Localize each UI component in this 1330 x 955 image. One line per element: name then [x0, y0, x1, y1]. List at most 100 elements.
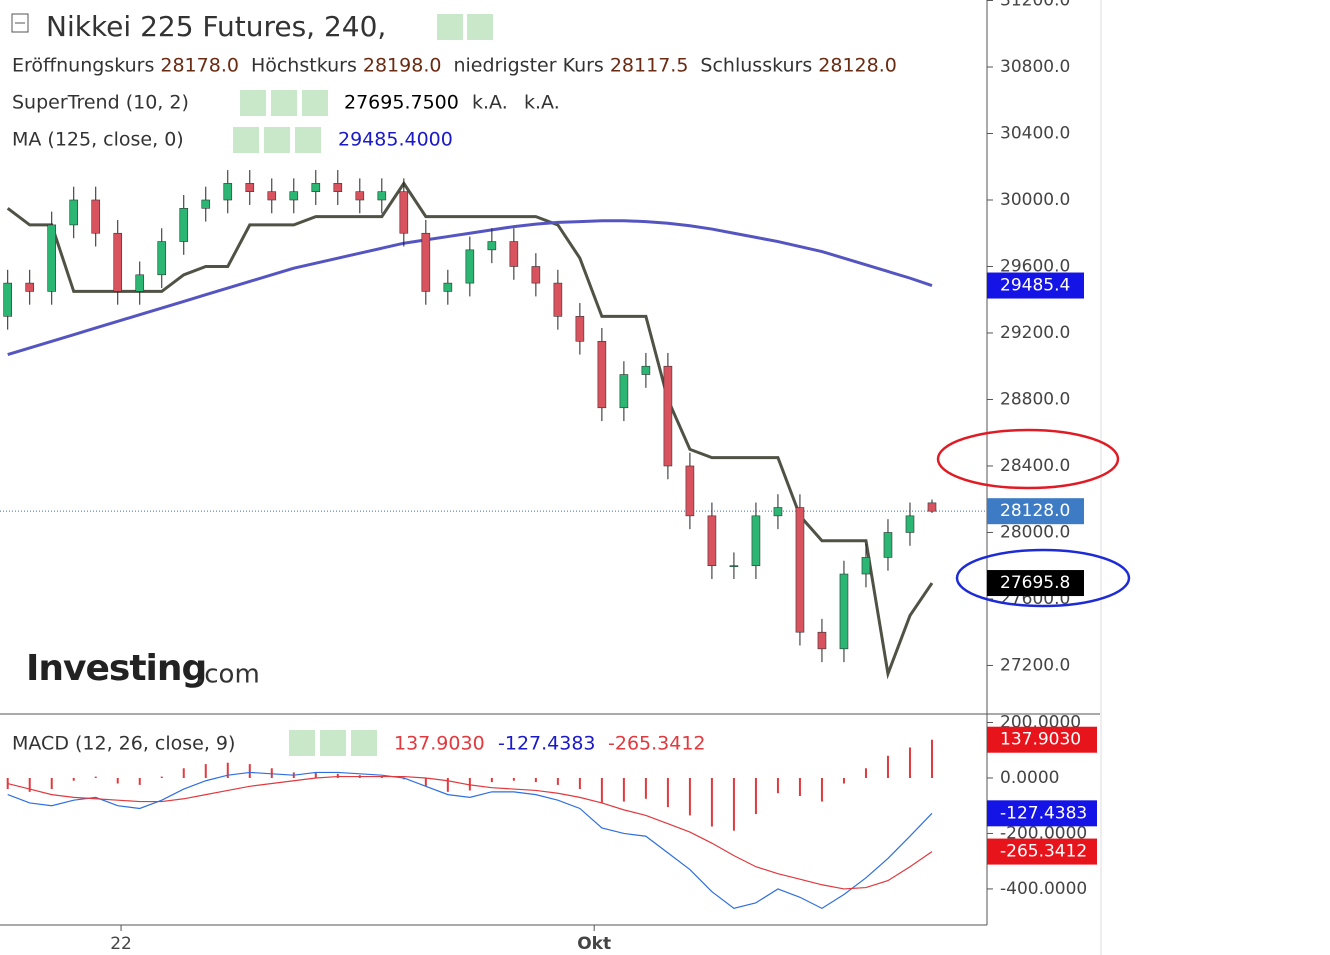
candle-body: [465, 249, 475, 284]
candle-body: [663, 365, 673, 467]
candle-body: [245, 183, 255, 192]
macd-badge: [987, 838, 1097, 865]
indicator-name: MA (125, close, 0): [12, 129, 184, 151]
gear-icon[interactable]: [271, 90, 297, 116]
ohlc-label: Eröffnungskurs: [12, 55, 154, 77]
candle-body: [377, 191, 387, 201]
indicator-name: MACD (12, 26, close, 9): [12, 733, 235, 755]
indicator-value: -127.4383: [498, 733, 596, 755]
y-tick-label: 30800.0: [1000, 57, 1070, 77]
candle-body: [553, 282, 563, 317]
macd-badge: [987, 800, 1097, 827]
candle-body: [883, 532, 893, 558]
ohlc-value: 28128.0: [818, 55, 897, 77]
candle-body: [3, 282, 13, 317]
candle-body: [817, 631, 827, 650]
candle-body: [795, 507, 805, 633]
logo: Investing: [26, 648, 206, 689]
close-icon[interactable]: [295, 127, 321, 153]
macd-line: [7, 771, 933, 910]
y-tick-label: 28400.0: [1000, 456, 1070, 476]
icon-group: [233, 14, 493, 756]
y-tick-label: 28000.0: [1000, 522, 1070, 542]
ohlc-label: Schlusskurs: [700, 55, 812, 77]
candle-body: [333, 183, 343, 192]
candle-body: [69, 199, 79, 226]
y-tick-label: -200.0000: [1000, 823, 1087, 843]
close-icon[interactable]: [351, 730, 377, 756]
candle-body: [355, 191, 365, 201]
ohlc-value: 28178.0: [160, 55, 239, 77]
macd-badge-label: -265.3412: [1000, 842, 1087, 862]
price-badge: [987, 272, 1084, 299]
indicator-line: [6, 180, 934, 680]
candle-body: [619, 374, 629, 409]
indicator-line: [7, 219, 933, 357]
logo-suffix: .com: [196, 660, 260, 690]
gear-icon[interactable]: [264, 127, 290, 153]
eye-icon[interactable]: [437, 14, 463, 40]
eye-icon[interactable]: [289, 730, 315, 756]
candle-body: [267, 191, 277, 201]
candle-body: [685, 465, 695, 517]
price-badge-label: 28128.0: [1000, 501, 1070, 521]
candle-body: [179, 207, 189, 242]
collapse-icon[interactable]: [11, 13, 29, 33]
y-tick-label: 29600.0: [1000, 256, 1070, 276]
candle-body: [905, 515, 915, 533]
candle-body: [729, 565, 739, 568]
price-badge-label: 29485.4: [1000, 276, 1070, 296]
macd-badge-label: 137.9030: [1000, 730, 1081, 750]
macd-badge: [987, 726, 1097, 753]
indicator-value: 137.9030: [394, 733, 485, 755]
indicator-value: -265.3412: [608, 733, 706, 755]
ohlc-value: 28117.5: [610, 55, 689, 77]
candle-body: [201, 199, 211, 209]
candle-body: [509, 241, 519, 267]
candle-body: [861, 557, 871, 575]
y-tick-label: 31200.0: [1000, 0, 1070, 10]
close-icon[interactable]: [302, 90, 328, 116]
candle-body: [531, 266, 541, 284]
candle-body: [135, 274, 145, 292]
candle-body: [113, 232, 123, 292]
gear-icon[interactable]: [467, 14, 493, 40]
candle-body: [47, 224, 57, 292]
annotation-ellipse: [955, 548, 1131, 608]
candle-body: [773, 507, 783, 517]
macd-badge-label: -127.4383: [1000, 803, 1087, 823]
candle-body: [25, 282, 35, 292]
y-tick-label: 29200.0: [1000, 323, 1070, 343]
y-tick-label: 30000.0: [1000, 190, 1070, 210]
indicator-name: SuperTrend (10, 2): [12, 92, 189, 114]
eye-icon[interactable]: [240, 90, 266, 116]
gear-icon[interactable]: [320, 730, 346, 756]
candle-body: [641, 365, 651, 375]
y-tick-label: -400.0000: [1000, 879, 1087, 899]
candle-body: [443, 282, 453, 292]
ohlc-legend: Eröffnungskurs 28178.0 Höchstkurs 28198.0 ni…: [12, 55, 897, 77]
candle-body: [575, 316, 585, 342]
ohlc-label: Höchstkurs: [251, 55, 357, 77]
candle-body: [223, 183, 233, 201]
candle-body: [597, 340, 607, 409]
candle-body: [289, 191, 299, 201]
candle-body: [707, 515, 717, 567]
macd-line: [7, 775, 933, 890]
candle-body: [421, 232, 431, 292]
candle-body: [399, 191, 409, 234]
y-tick-label: 28800.0: [1000, 389, 1070, 409]
candle-body: [927, 502, 937, 512]
eye-icon[interactable]: [233, 127, 259, 153]
indicator-value: 29485.4000: [338, 129, 453, 151]
y-tick-label: 27200.0: [1000, 655, 1070, 675]
indicator-value: k.A.: [524, 92, 560, 114]
chart-title: Nikkei 225 Futures, 240,: [46, 10, 386, 43]
indicator-value: k.A.: [472, 92, 508, 114]
y-tick-label: 0.0000: [1000, 768, 1059, 788]
candle-body: [311, 183, 321, 192]
y-tick-label: 30400.0: [1000, 123, 1070, 143]
price-badge: [987, 498, 1084, 525]
candle-body: [751, 515, 761, 567]
